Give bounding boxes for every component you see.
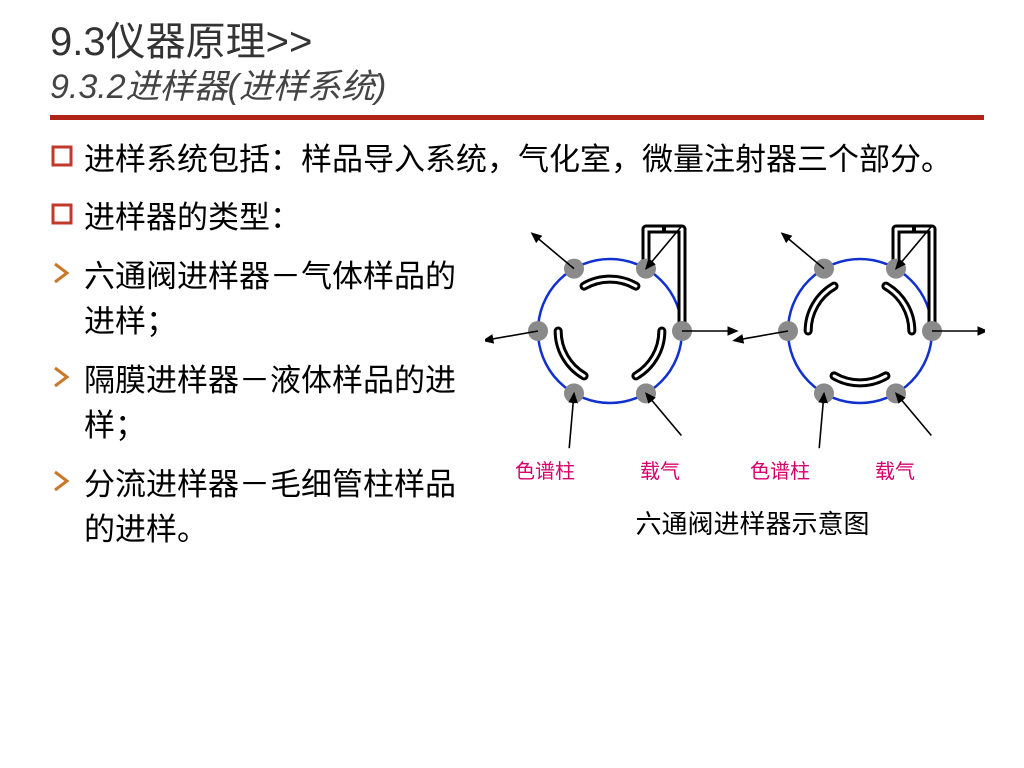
valve-diagram: 色谱柱 载气 色谱柱 载气 <box>485 196 985 486</box>
valve-svg <box>485 196 985 486</box>
bullet-text: 进样器的类型： <box>84 196 301 241</box>
diagram-label: 色谱柱 <box>515 455 575 484</box>
bullet-item: 六通阀进样器－气体样品的进样； <box>50 255 470 345</box>
chevron-bullet-icon <box>50 359 84 389</box>
title-main: 9.3仪器原理>> <box>50 18 984 66</box>
chevron-bullet-icon <box>50 463 84 493</box>
bullet-text: 进样系统包括：样品导入系统，气化室，微量注射器三个部分。 <box>84 138 952 183</box>
bullet-item: 隔膜进样器－液体样品的进样； <box>50 359 470 449</box>
title-block: 9.3仪器原理>> 9.3.2进样器(进样系统) <box>50 18 984 109</box>
diagram-label: 色谱柱 <box>750 455 810 484</box>
square-bullet-icon <box>50 138 84 168</box>
diagram-caption: 六通阀进样器示意图 <box>520 504 985 541</box>
bullet-item: 分流进样器－毛细管柱样品的进样。 <box>50 463 470 553</box>
left-column: 进样器的类型： 六通阀进样器－气体样品的进样； 隔膜进样器－液体样品的进样； 分… <box>50 196 470 567</box>
diagram-label: 载气 <box>640 455 680 484</box>
diagram-labels: 色谱柱 载气 色谱柱 载气 <box>485 455 985 484</box>
slide: 9.3仪器原理>> 9.3.2进样器(进样系统) 进样系统包括：样品导入系统，气… <box>0 0 1024 768</box>
diagram-label: 载气 <box>875 455 915 484</box>
title-rule <box>50 115 984 120</box>
bullet-text: 隔膜进样器－液体样品的进样； <box>84 359 470 449</box>
chevron-bullet-icon <box>50 255 84 285</box>
right-column: 色谱柱 载气 色谱柱 载气 六通阀进样器示意图 <box>480 196 985 567</box>
bullet-item: 进样系统包括：样品导入系统，气化室，微量注射器三个部分。 <box>50 138 980 183</box>
title-subtitle: 9.3.2进样器(进样系统) <box>50 66 984 109</box>
bullet-text: 六通阀进样器－气体样品的进样； <box>84 255 470 345</box>
content-area: 进样器的类型： 六通阀进样器－气体样品的进样； 隔膜进样器－液体样品的进样； 分… <box>50 196 984 567</box>
bullet-item: 进样器的类型： <box>50 196 470 241</box>
bullet-text: 分流进样器－毛细管柱样品的进样。 <box>84 463 470 553</box>
square-bullet-icon <box>50 196 84 226</box>
